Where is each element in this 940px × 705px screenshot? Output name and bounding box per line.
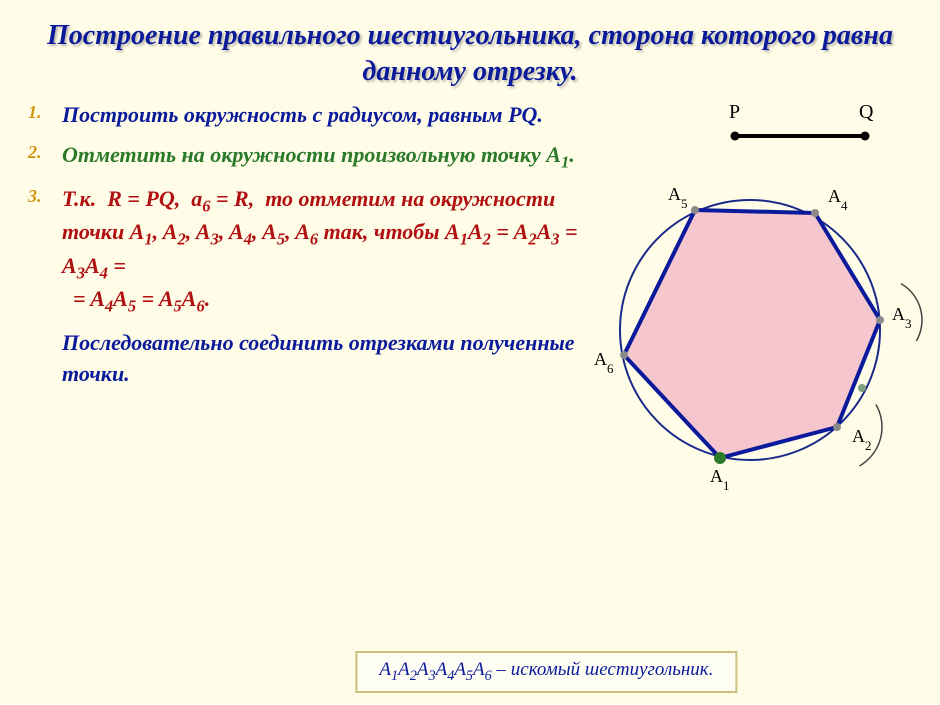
svg-text:P: P	[729, 101, 740, 123]
svg-text:A2: A2	[852, 426, 872, 453]
step-1: 1.Построить окружность с радиусом, равны…	[28, 100, 580, 131]
step-number: 1.	[28, 100, 62, 123]
svg-text:A6: A6	[594, 349, 614, 376]
step-number: 3.	[28, 184, 62, 207]
footer-caption: A1A2A3A4A5A6 – искомый шестиугольник.	[355, 651, 737, 693]
svg-text:A3: A3	[892, 304, 912, 331]
step-number: 2.	[28, 140, 62, 163]
step-text: Последовательно соединить отрезками полу…	[62, 328, 580, 390]
svg-text:A1: A1	[710, 466, 730, 493]
steps-list: 1.Построить окружность с радиусом, равны…	[28, 100, 590, 505]
step-text: Отметить на окружности произвольную точк…	[62, 140, 575, 173]
step-text: Т.к. R = PQ, a6 = R, то отметим на окруж…	[62, 184, 580, 318]
step-number: 4.	[28, 328, 62, 351]
step-2: 2.Отметить на окружности произвольную то…	[28, 140, 580, 173]
svg-text:A4: A4	[828, 186, 848, 213]
step-3: 3.Т.к. R = PQ, a6 = R, то отметим на окр…	[28, 184, 580, 318]
step-text: Построить окружность с радиусом, равным …	[62, 100, 543, 131]
figure-area: PQ A1A2A3A4A5A6	[590, 100, 920, 505]
hexagon-figure: A1 A2 A3 A4 A5 A6	[590, 170, 920, 505]
svg-text:Q: Q	[859, 101, 874, 123]
segment-pq: PQ	[715, 100, 885, 155]
slide-title: Построение правильного шестиугольника, с…	[0, 0, 940, 100]
content-area: 1.Построить окружность с радиусом, равны…	[0, 100, 940, 505]
step-4: 4.Последовательно соединить отрезками по…	[28, 328, 580, 390]
svg-text:A5: A5	[668, 184, 688, 211]
